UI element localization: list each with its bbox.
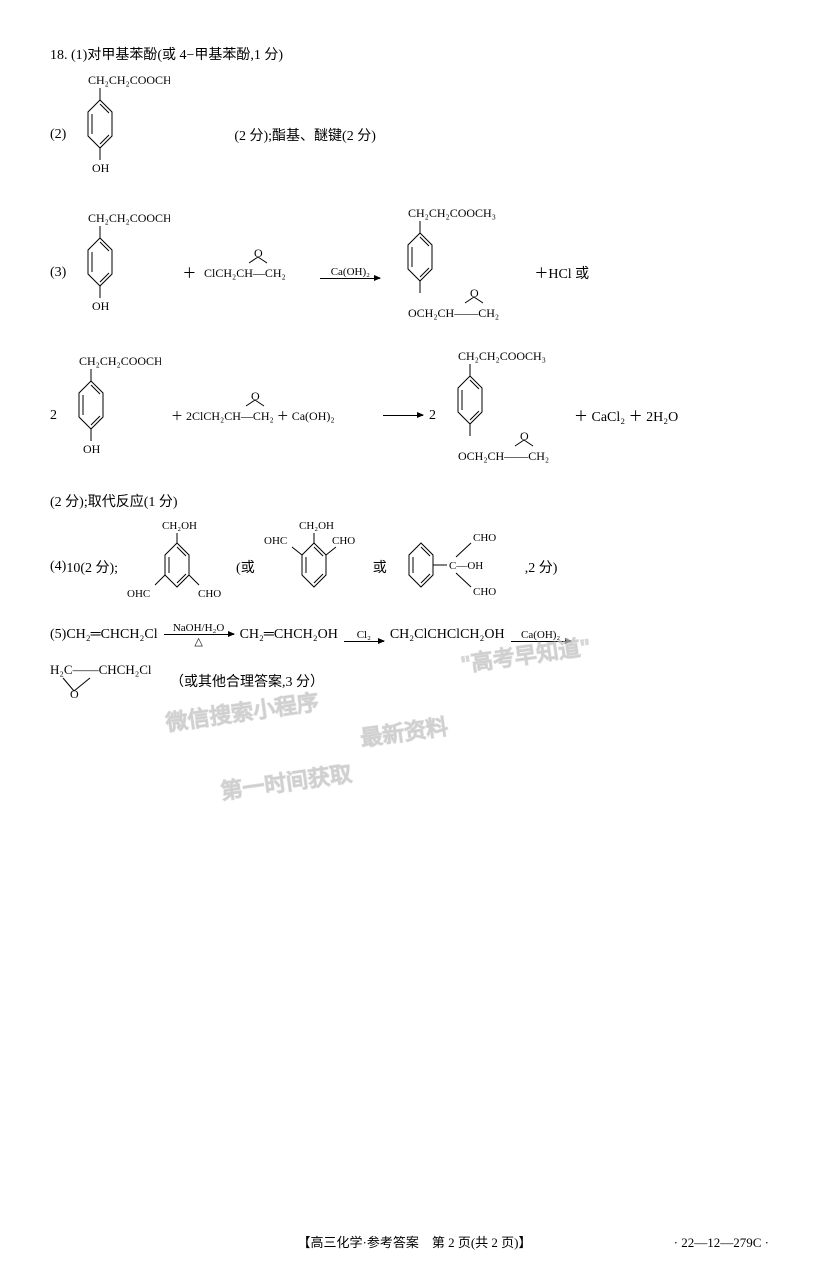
part2-score: (2 分); <box>234 125 272 145</box>
svg-text:CH₂CH₂COOCH₃: CH₂CH₂COOCH₃ <box>408 206 496 220</box>
svg-text:OH: OH <box>92 161 110 175</box>
part3-label: (3) <box>50 265 66 281</box>
part4-or1: (或 <box>236 557 255 577</box>
svg-text:CHO: CHO <box>332 535 355 547</box>
svg-text:CH₂OH: CH₂OH <box>162 520 197 532</box>
top-chain-text: CH₂CH₂COOCH₃ <box>88 73 170 87</box>
part3-reagents-2: O ＋ 2ClCH₂CH—CH₂ ＋ Ca(OH)₂ <box>171 388 371 443</box>
svg-text:OHC: OHC <box>264 535 287 547</box>
svg-text:C—OH: C—OH <box>449 560 483 572</box>
step3-top: Ca(OH)₂ <box>521 629 560 641</box>
q18-part2: (2) CH₂CH₂COOCH₃ OH (2 分); 酯基、醚键(2 分) <box>50 72 779 197</box>
part4-label: (4) <box>50 559 66 575</box>
part3-score: (2 分);取代反应(1 分) <box>50 491 779 511</box>
arrow-reagent-1: Ca(OH)₂ <box>331 266 370 278</box>
svg-text:OHC: OHC <box>127 588 150 600</box>
part1-label: 18. (1) <box>50 48 87 63</box>
coef-2: 2 <box>429 408 436 424</box>
reaction-arrow-1: Ca(OH)₂ <box>320 266 380 279</box>
q18-part5-line2: H₂C——CHCH₂Cl O （或其他合理答案,3 分） <box>50 656 779 706</box>
part5-label: (5) <box>50 627 66 643</box>
svg-text:CHO: CHO <box>473 586 496 598</box>
step1-bot: △ <box>194 635 202 648</box>
benzene-structure-1: CH₂CH₂COOCH₃ OH <box>70 72 170 197</box>
svg-text:＋ 2ClCH₂CH—CH₂ ＋ Ca(OH)₂: ＋ 2ClCH₂CH—CH₂ ＋ Ca(OH)₂ <box>171 409 335 423</box>
part2-text: 酯基、醚键(2 分) <box>272 125 376 145</box>
part3-products: ＋ CaCl₂ ＋ 2H₂O <box>574 406 678 426</box>
part4-or2: 或 <box>373 557 387 577</box>
svg-text:OH: OH <box>83 442 101 456</box>
svg-text:CH₂OH: CH₂OH <box>299 520 334 532</box>
part1-text: 对甲基苯酚(或 4−甲基苯酚,1 分) <box>87 48 283 63</box>
part5-mid2: CH₂ClCHClCH₂OH <box>390 627 505 643</box>
svg-text:CH₂CH₂COOCH₃: CH₂CH₂COOCH₃ <box>458 349 546 363</box>
reaction-arrow-2 <box>383 415 423 416</box>
svg-text:OH: OH <box>92 299 110 313</box>
svg-text:CHO: CHO <box>198 588 221 600</box>
svg-text:OCH₂CH——CH₂: OCH₂CH——CH₂ <box>458 449 549 463</box>
part3-or: ＋HCl 或 <box>534 263 589 283</box>
reaction-arrow-4: Cl₂ <box>344 629 384 642</box>
q18-part1: 18. (1)对甲基苯酚(或 4−甲基苯酚,1 分) <box>50 44 779 64</box>
benzene-product-2: CH₂CH₂COOCH₃ O OCH₂CH——CH₂ <box>440 348 570 483</box>
watermark-3: 最新资料 <box>358 709 450 753</box>
svg-text:CH₂CH₂COOCH₃: CH₂CH₂COOCH₃ <box>88 211 170 225</box>
part5-start: CH₂═CHCH₂Cl <box>66 627 157 643</box>
part3-coef: 2 <box>50 408 57 424</box>
benzene-product-1: CH₂CH₂COOCH₃ O OCH₂CH——CH₂ <box>390 205 520 340</box>
svg-text:ClCH₂CH—CH₂: ClCH₂CH—CH₂ <box>204 266 286 280</box>
epoxide-product: H₂C——CHCH₂Cl O <box>50 656 170 706</box>
page-footer-code: · 22—12—279C · <box>674 1235 769 1251</box>
benzene-structure-2: CH₂CH₂COOCH₃ OH <box>70 210 170 335</box>
part4-answer: 10(2 分); <box>66 557 118 577</box>
trisubstituted-1: CH₂OH OHC CHO <box>122 519 232 614</box>
trisubstituted-2: CH₂OH OHC CHO <box>259 519 369 614</box>
q18-part3-line1: (3) CH₂CH₂COOCH₃ OH ＋ O ClCH₂CH—CH₂ Ca(O… <box>50 205 779 340</box>
benzene-structure-3: CH₂CH₂COOCH₃ OH <box>61 353 161 478</box>
plus-sign: ＋ <box>182 263 196 283</box>
q18-part3-line2: 2 CH₂CH₂COOCH₃ OH O ＋ 2ClCH₂CH—CH₂ ＋ Ca(… <box>50 348 779 483</box>
part2-label: (2) <box>50 127 66 143</box>
epichlorohydrin-1: O ClCH₂CH—CH₂ <box>204 245 314 300</box>
q18-part5-line1: (5) CH₂═CHCH₂Cl NaOH/H₂O △ CH₂═CHCH₂OH C… <box>50 622 779 648</box>
q18-part4: (4) 10(2 分); CH₂OH OHC CHO (或 CH₂OH OHC … <box>50 519 779 614</box>
svg-text:CHO: CHO <box>473 532 496 544</box>
part5-mid1: CH₂═CHCH₂OH <box>240 627 338 643</box>
step2-top: Cl₂ <box>357 629 371 641</box>
step1-top: NaOH/H₂O <box>173 622 225 634</box>
trisubstituted-3: CHO C—OH CHO <box>391 519 521 614</box>
reaction-arrow-5: Ca(OH)₂ <box>511 629 571 642</box>
svg-text:H₂C——CHCH₂Cl: H₂C——CHCH₂Cl <box>50 662 152 677</box>
reaction-arrow-3: NaOH/H₂O △ <box>164 622 234 648</box>
svg-text:O: O <box>70 687 79 701</box>
part5-line2-text: （或其他合理答案,3 分） <box>170 671 324 691</box>
svg-text:OCH₂CH——CH₂: OCH₂CH——CH₂ <box>408 306 499 320</box>
part4-end: ,2 分) <box>525 557 558 577</box>
svg-text:CH₂CH₂COOCH₃: CH₂CH₂COOCH₃ <box>79 354 161 368</box>
watermark-4: 第一时间获取 <box>218 756 353 806</box>
